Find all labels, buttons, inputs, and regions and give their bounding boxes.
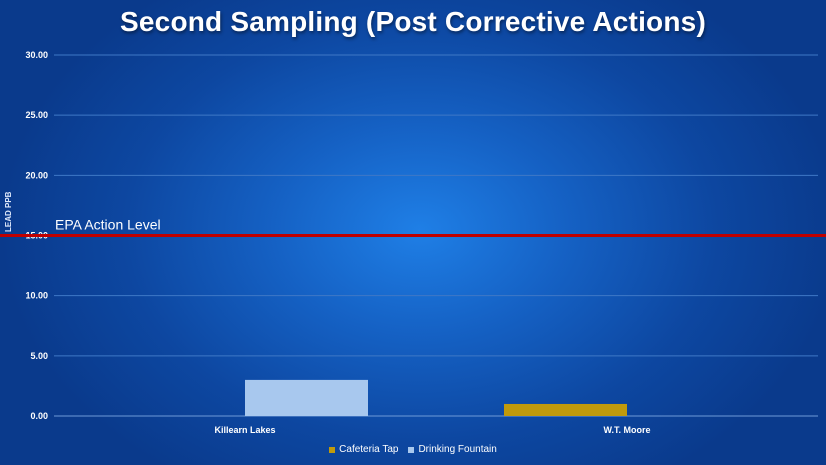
x-category-label: W.T. Moore — [604, 425, 651, 435]
legend-item-drinking-fountain[interactable]: Drinking Fountain — [408, 444, 497, 455]
y-tick-label: 0.00 — [30, 411, 48, 421]
y-tick-label: 25.00 — [25, 110, 48, 120]
y-tick-label: 20.00 — [25, 170, 48, 180]
legend-item-cafeteria-tap[interactable]: Cafeteria Tap — [329, 444, 398, 455]
y-tick-label: 30.00 — [25, 50, 48, 60]
epa-action-level-label: EPA Action Level — [55, 217, 161, 233]
legend-label-cafeteria-tap: Cafeteria Tap — [339, 444, 399, 455]
legend-swatch-drinking-fountain — [408, 446, 415, 453]
legend-swatch-cafeteria-tap — [329, 446, 336, 453]
bars — [245, 379, 627, 416]
y-tick-label: 10.00 — [25, 291, 48, 301]
legend: Cafeteria Tap Drinking Fountain — [0, 444, 826, 455]
chart-title: Second Sampling (Post Corrective Actions… — [120, 6, 706, 37]
bar-drinking-fountain-killearn-lakes[interactable] — [245, 379, 368, 416]
x-category-label: Killearn Lakes — [214, 425, 275, 435]
bar-cafeteria-tap-w-t-moore[interactable] — [504, 403, 627, 416]
reference-line-group: EPA Action Level — [0, 217, 826, 237]
y-tick-label: 5.00 — [30, 351, 48, 361]
category-labels: Killearn Lakes W.T. Moore — [214, 425, 650, 435]
legend-label-drinking-fountain: Drinking Fountain — [418, 444, 497, 455]
